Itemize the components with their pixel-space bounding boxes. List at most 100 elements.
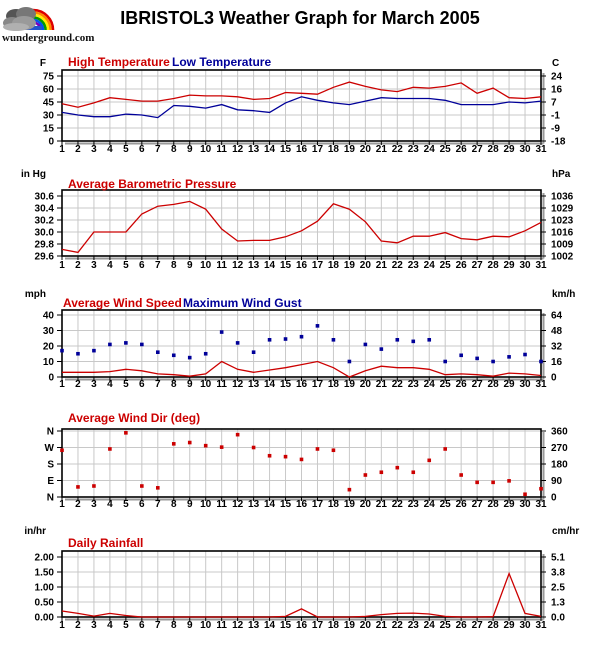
svg-text:26: 26 — [456, 379, 468, 390]
temperature-legend-0: High Temperature — [68, 55, 170, 69]
svg-text:5.1: 5.1 — [551, 553, 565, 564]
low-temperature-line — [61, 96, 542, 119]
svg-text:31: 31 — [535, 260, 547, 271]
svg-text:22: 22 — [392, 260, 404, 271]
wind-speed-unit-right: km/h — [552, 289, 575, 300]
daily-rainfall-ticks — [57, 556, 546, 621]
svg-text:24: 24 — [551, 72, 563, 83]
daily-rainfall-unit-right: cm/hr — [552, 526, 579, 537]
svg-text:13: 13 — [248, 499, 260, 510]
svg-text:10: 10 — [43, 357, 55, 368]
svg-text:28: 28 — [488, 499, 500, 510]
svg-text:2: 2 — [75, 144, 81, 155]
svg-text:14: 14 — [264, 499, 276, 510]
svg-text:28: 28 — [488, 144, 500, 155]
svg-text:30.2: 30.2 — [35, 216, 55, 227]
svg-text:16: 16 — [296, 260, 308, 271]
svg-text:18: 18 — [328, 144, 340, 155]
svg-text:4: 4 — [107, 260, 113, 271]
svg-text:16: 16 — [551, 357, 563, 368]
svg-text:1.3: 1.3 — [551, 598, 565, 609]
svg-text:-1: -1 — [551, 111, 560, 122]
svg-text:8: 8 — [171, 499, 177, 510]
svg-text:2.5: 2.5 — [551, 583, 565, 594]
svg-text:4: 4 — [107, 379, 113, 390]
svg-text:14: 14 — [264, 144, 276, 155]
svg-text:3: 3 — [91, 144, 97, 155]
svg-text:30.0: 30.0 — [35, 228, 55, 239]
svg-text:48: 48 — [551, 326, 563, 337]
svg-text:5: 5 — [123, 379, 129, 390]
svg-text:1: 1 — [59, 144, 65, 155]
svg-text:29: 29 — [504, 260, 516, 271]
svg-text:E: E — [47, 476, 54, 487]
svg-text:1.00: 1.00 — [35, 583, 55, 594]
svg-text:1023: 1023 — [551, 216, 574, 227]
svg-text:8: 8 — [171, 260, 177, 271]
svg-text:16: 16 — [296, 620, 308, 631]
svg-text:360: 360 — [551, 427, 568, 438]
svg-text:28: 28 — [488, 379, 500, 390]
svg-text:30: 30 — [519, 144, 531, 155]
svg-text:24: 24 — [424, 379, 436, 390]
svg-text:24: 24 — [424, 260, 436, 271]
cloud-icon — [3, 7, 36, 31]
svg-text:16: 16 — [551, 85, 563, 96]
svg-text:30: 30 — [43, 326, 55, 337]
svg-text:26: 26 — [456, 499, 468, 510]
svg-text:3: 3 — [91, 620, 97, 631]
svg-text:23: 23 — [408, 379, 420, 390]
barometric-pressure-legend-0: Average Barometric Pressure — [68, 177, 237, 191]
daily-rainfall-grid — [61, 551, 542, 618]
svg-text:2.00: 2.00 — [35, 553, 55, 564]
wind-speed-legend-1: Maximum Wind Gust — [183, 296, 302, 310]
average-wind-direction-points — [60, 431, 543, 497]
wunderground-logo[interactable]: wunderground.com — [2, 2, 107, 46]
svg-text:30: 30 — [519, 379, 531, 390]
svg-text:28: 28 — [488, 260, 500, 271]
svg-text:1029: 1029 — [551, 204, 574, 215]
svg-text:30: 30 — [519, 260, 531, 271]
svg-text:20: 20 — [360, 620, 372, 631]
svg-text:13: 13 — [248, 379, 260, 390]
svg-text:30: 30 — [43, 111, 55, 122]
svg-text:12: 12 — [232, 144, 244, 155]
svg-text:1.50: 1.50 — [35, 568, 55, 579]
svg-text:20: 20 — [360, 144, 372, 155]
svg-text:64: 64 — [551, 311, 563, 322]
pressure-chart: 30.630.430.230.029.829.61036102910231016… — [21, 169, 574, 272]
rainbow-cloud-icon — [3, 7, 55, 31]
wind-speed-unit-left: mph — [25, 289, 46, 300]
svg-text:1: 1 — [59, 260, 65, 271]
temperature-legend-1: Low Temperature — [172, 55, 271, 69]
daily-rainfall-line — [61, 571, 542, 618]
svg-text:4: 4 — [107, 144, 113, 155]
svg-text:30: 30 — [519, 620, 531, 631]
svg-text:15: 15 — [280, 260, 292, 271]
svg-text:10: 10 — [200, 260, 212, 271]
svg-text:7: 7 — [155, 260, 161, 271]
svg-text:0.50: 0.50 — [35, 598, 55, 609]
svg-text:19: 19 — [344, 144, 356, 155]
svg-text:30: 30 — [519, 499, 531, 510]
barometric-pressure-axis-labels: 30.630.430.230.029.829.61036102910231016… — [35, 192, 574, 272]
svg-text:0.00: 0.00 — [35, 613, 55, 624]
svg-text:0.0: 0.0 — [551, 613, 565, 624]
svg-text:20: 20 — [360, 260, 372, 271]
svg-text:24: 24 — [424, 499, 436, 510]
svg-text:15: 15 — [280, 379, 292, 390]
svg-text:27: 27 — [472, 620, 484, 631]
svg-text:31: 31 — [535, 499, 547, 510]
average-wind-speed-line — [62, 360, 542, 378]
svg-text:15: 15 — [280, 499, 292, 510]
svg-text:27: 27 — [472, 499, 484, 510]
svg-text:24: 24 — [424, 620, 436, 631]
wind-direction-legend-0: Average Wind Dir (deg) — [68, 411, 200, 425]
svg-text:21: 21 — [376, 620, 388, 631]
svg-text:8: 8 — [171, 144, 177, 155]
svg-text:S: S — [47, 460, 54, 471]
svg-text:19: 19 — [344, 379, 356, 390]
svg-text:12: 12 — [232, 260, 244, 271]
